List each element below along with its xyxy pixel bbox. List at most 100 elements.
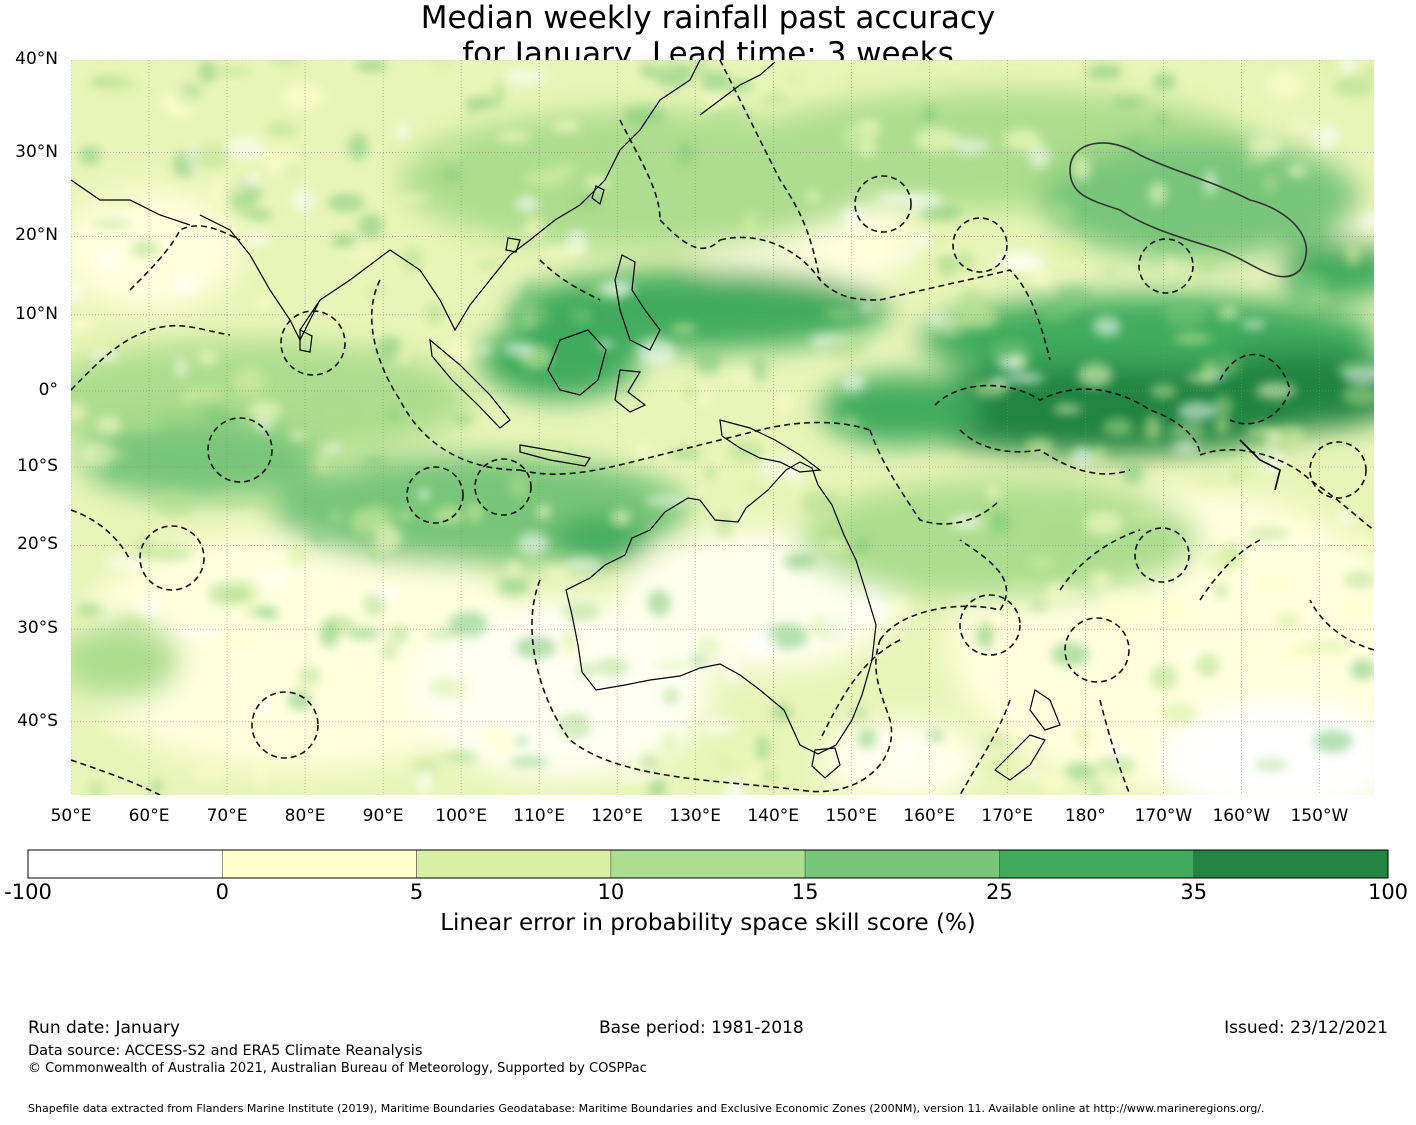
colorbar-segment (804, 849, 1000, 879)
texture-blob (723, 781, 746, 795)
texture-blob (1062, 489, 1080, 503)
texture-blob (1051, 533, 1069, 546)
texture-blob (1164, 302, 1207, 329)
texture-blob (459, 228, 488, 249)
texture-blob (464, 96, 499, 109)
sulawesi-coast (614, 369, 647, 413)
texture-blob (522, 282, 539, 310)
texture-blob (252, 500, 284, 509)
texture-blob (545, 440, 567, 458)
texture-blob (516, 195, 539, 214)
texture-blob (307, 531, 328, 542)
longitude-label: 120°E (591, 806, 644, 826)
texture-blob (805, 190, 820, 203)
texture-blob (314, 452, 330, 474)
texture-blob (252, 606, 271, 617)
texture-blob (1064, 762, 1097, 781)
texture-blob (1150, 384, 1177, 398)
texture-blob (159, 89, 200, 117)
texture-blob (99, 450, 132, 460)
texture-blob (260, 147, 299, 169)
texture-blob (1295, 518, 1310, 527)
texture-blob (266, 122, 297, 137)
texture-blob (214, 67, 252, 76)
texture-blob (417, 488, 430, 501)
texture-blob (315, 404, 353, 420)
texture-blob (173, 273, 199, 296)
texture-blob (1084, 510, 1124, 537)
texture-blob (695, 636, 722, 654)
texture-blob (1164, 257, 1178, 273)
java-coast (519, 444, 591, 467)
texture-blob (365, 504, 394, 528)
texture-blob (374, 525, 399, 553)
texture-blob (1332, 74, 1374, 99)
colorbar-segment (27, 849, 223, 879)
texture-blob (562, 602, 600, 621)
texture-blob (497, 576, 530, 596)
texture-blob (124, 410, 163, 433)
philippines-coast (614, 254, 661, 351)
texture-blob (320, 443, 343, 453)
tasmania-coast (811, 747, 841, 779)
texture-blob (560, 630, 581, 657)
texture-blob (1124, 136, 1146, 147)
texture-blob (174, 357, 188, 378)
texture-blob (503, 341, 534, 357)
texture-blob (1194, 476, 1226, 485)
texture-blob (917, 60, 930, 72)
colorbar-tick-label: 5 (409, 880, 424, 904)
texture-blob (288, 543, 311, 568)
colorbar-tick-label: 35 (1180, 880, 1208, 904)
texture-blob (256, 696, 273, 716)
skill-field (71, 60, 1374, 795)
texture-blob (654, 661, 692, 670)
texture-blob (148, 546, 192, 561)
texture-blob (562, 221, 594, 233)
graticule (71, 60, 1374, 795)
texture-blob (892, 252, 916, 262)
texture-blob (774, 391, 792, 414)
texture-blob (380, 644, 397, 660)
texture-blob (772, 703, 793, 721)
texture-blob (1090, 570, 1111, 591)
australia-coast (565, 461, 877, 755)
texture-blob (523, 217, 546, 242)
texture-blob (1205, 546, 1241, 573)
texture-blob (1339, 60, 1355, 75)
texture-blob (416, 382, 445, 397)
japan-coast (699, 61, 776, 116)
texture-blob (524, 169, 568, 188)
longitude-label: 150°E (825, 806, 878, 826)
longitude-label: 100°E (435, 806, 487, 826)
sri-lanka-coast (299, 329, 313, 353)
texture-blob (979, 759, 1011, 775)
texture-blob (922, 79, 958, 96)
borneo-coast (547, 329, 607, 396)
latitude-label: 30°S (17, 618, 58, 639)
texture-blob (387, 409, 402, 421)
texture-blob (427, 60, 454, 72)
texture-blob (1353, 533, 1371, 556)
texture-blob (397, 511, 414, 520)
texture-blob (207, 581, 249, 607)
texture-blob (331, 233, 357, 248)
texture-blob (288, 430, 308, 440)
title-line-1: Median weekly rainfall past accuracy (420, 0, 996, 36)
longitude-label: 140°E (747, 806, 800, 826)
texture-blob (1342, 572, 1374, 588)
texture-blob (877, 192, 921, 205)
texture-blob (944, 731, 962, 755)
texture-blob (78, 146, 102, 165)
texture-blob (1104, 589, 1146, 618)
latitude-label: 30°N (15, 141, 58, 162)
texture-blob (347, 133, 369, 162)
texture-blob (1103, 418, 1134, 436)
texture-blob (843, 125, 858, 150)
texture-blob (982, 64, 1003, 76)
texture-blob (1274, 424, 1306, 448)
texture-blob (1289, 292, 1325, 312)
texture-blob (355, 60, 388, 72)
taiwan-coast (591, 185, 605, 206)
texture-blob (783, 552, 816, 571)
